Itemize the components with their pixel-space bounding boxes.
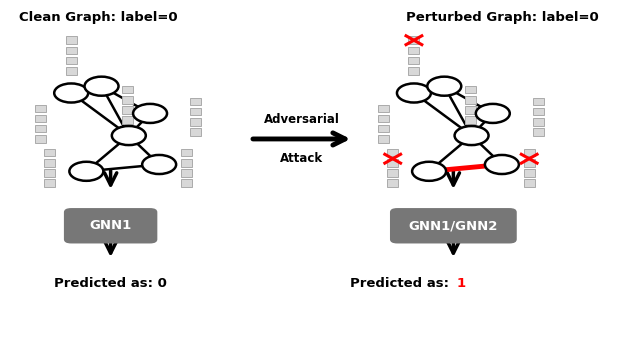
Bar xyxy=(387,169,398,177)
Bar xyxy=(36,104,46,112)
Bar xyxy=(181,169,192,177)
Bar xyxy=(378,135,389,143)
Bar xyxy=(378,104,389,112)
Text: GNN1/GNN2: GNN1/GNN2 xyxy=(409,219,498,232)
Bar xyxy=(190,128,201,136)
Bar xyxy=(36,125,46,133)
Bar xyxy=(122,117,133,124)
Bar xyxy=(190,108,201,116)
Text: Attack: Attack xyxy=(280,152,323,165)
Circle shape xyxy=(133,104,167,123)
Text: Predicted as:: Predicted as: xyxy=(350,277,453,290)
Bar xyxy=(533,118,544,126)
Bar xyxy=(36,115,46,122)
Bar xyxy=(378,125,389,133)
Circle shape xyxy=(54,83,88,102)
Bar xyxy=(465,117,476,124)
Bar xyxy=(122,86,133,93)
Text: Predicted as: 0: Predicted as: 0 xyxy=(54,277,167,290)
Circle shape xyxy=(85,77,118,96)
Bar xyxy=(181,159,192,166)
Bar xyxy=(190,98,201,105)
Bar xyxy=(524,180,535,187)
Bar xyxy=(378,115,389,122)
Bar xyxy=(44,169,56,177)
Bar xyxy=(409,47,419,54)
Bar xyxy=(387,159,398,166)
Bar xyxy=(409,57,419,64)
Bar xyxy=(66,57,76,64)
Bar xyxy=(122,106,133,114)
Bar xyxy=(524,149,535,156)
Circle shape xyxy=(412,162,446,181)
Bar xyxy=(181,180,192,187)
Bar xyxy=(465,86,476,93)
Bar xyxy=(533,128,544,136)
Bar xyxy=(524,169,535,177)
Bar xyxy=(409,67,419,75)
Bar xyxy=(66,67,76,75)
Bar xyxy=(409,36,419,44)
Circle shape xyxy=(397,83,431,102)
Circle shape xyxy=(454,126,488,145)
Circle shape xyxy=(428,77,461,96)
Text: Adversarial: Adversarial xyxy=(264,113,340,126)
Circle shape xyxy=(476,104,510,123)
Bar xyxy=(44,149,56,156)
Bar xyxy=(66,47,76,54)
FancyBboxPatch shape xyxy=(64,208,157,244)
Bar xyxy=(524,159,535,166)
Bar xyxy=(122,96,133,103)
Bar xyxy=(181,149,192,156)
Circle shape xyxy=(69,162,103,181)
Bar xyxy=(44,159,56,166)
Circle shape xyxy=(142,155,176,174)
Bar xyxy=(387,180,398,187)
FancyBboxPatch shape xyxy=(390,208,516,244)
Circle shape xyxy=(112,126,146,145)
Bar xyxy=(66,36,76,44)
Circle shape xyxy=(485,155,519,174)
Text: Clean Graph: label=0: Clean Graph: label=0 xyxy=(19,11,178,24)
Bar xyxy=(533,98,544,105)
Text: Perturbed Graph: label=0: Perturbed Graph: label=0 xyxy=(406,11,598,24)
Bar xyxy=(190,118,201,126)
Bar xyxy=(387,149,398,156)
Text: 1: 1 xyxy=(456,277,466,290)
Bar xyxy=(36,135,46,143)
Bar xyxy=(44,180,56,187)
Bar xyxy=(465,106,476,114)
Bar xyxy=(533,108,544,116)
Text: GNN1: GNN1 xyxy=(90,219,131,232)
Bar xyxy=(465,96,476,103)
